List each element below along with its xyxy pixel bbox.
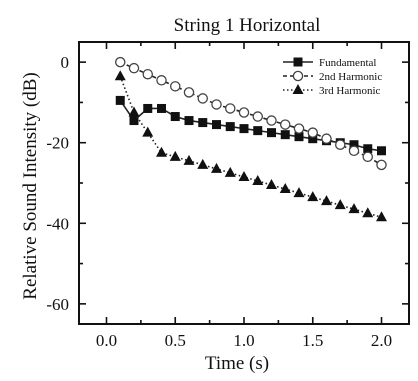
y-axis-label: Relative Sound Intensity (dB) <box>20 72 41 299</box>
data-point-3rd-harmonic <box>362 207 374 218</box>
x-tick-label: 1.0 <box>233 331 254 350</box>
data-point-2nd-harmonic <box>142 68 153 80</box>
data-point-fundamental <box>294 132 304 142</box>
data-point-fundamental <box>280 130 290 140</box>
data-point-fundamental <box>157 103 166 113</box>
data-point-3rd-harmonic <box>169 150 181 161</box>
data-point-2nd-harmonic <box>279 119 291 130</box>
data-point-2nd-harmonic <box>348 145 360 157</box>
data-point-2nd-harmonic <box>197 93 208 104</box>
data-point-fundamental <box>267 128 276 138</box>
data-point-2nd-harmonic <box>211 99 222 110</box>
data-point-3rd-harmonic <box>376 211 387 222</box>
data-point-2nd-harmonic <box>376 159 387 171</box>
data-point-3rd-harmonic <box>266 179 277 190</box>
data-point-3rd-harmonic <box>114 70 126 81</box>
data-point-2nd-harmonic <box>321 133 332 144</box>
data-point-fundamental <box>184 116 194 126</box>
data-point-3rd-harmonic <box>142 126 154 137</box>
data-point-2nd-harmonic <box>238 107 250 118</box>
data-point-fundamental <box>239 124 249 134</box>
data-point-3rd-harmonic <box>293 187 305 198</box>
data-point-2nd-harmonic <box>224 103 236 114</box>
data-point-2nd-harmonic <box>293 123 305 134</box>
y-tick-label: 0 <box>61 53 70 72</box>
data-point-2nd-harmonic <box>183 87 195 98</box>
data-point-fundamental <box>253 126 263 136</box>
chart-title: String 1 Horizontal <box>174 15 321 36</box>
data-point-fundamental <box>129 116 139 126</box>
data-point-2nd-harmonic <box>128 62 140 74</box>
x-tick-label: 0.5 <box>165 331 186 350</box>
data-point-fundamental <box>308 134 318 144</box>
data-point-2nd-harmonic <box>266 115 277 126</box>
data-point-3rd-harmonic <box>128 106 140 117</box>
data-point-fundamental <box>225 122 235 132</box>
data-point-3rd-harmonic <box>197 158 209 169</box>
x-tick-label: 2.0 <box>371 331 392 350</box>
legend-label-fundamental: Fundamental <box>319 57 376 69</box>
data-point-3rd-harmonic <box>211 162 222 173</box>
data-point-2nd-harmonic <box>362 151 373 163</box>
data-point-fundamental <box>143 103 153 113</box>
data-point-3rd-harmonic <box>224 166 236 177</box>
data-point-fundamental <box>115 95 125 105</box>
legend-marker-fundamental <box>293 57 303 67</box>
legend-label-3rd-harmonic: 3rd Harmonic <box>319 85 381 97</box>
data-point-fundamental <box>198 118 208 128</box>
x-tick-label: 0.0 <box>96 331 117 350</box>
legend-label-2nd-harmonic: 2nd Harmonic <box>319 71 382 83</box>
y-tick-label: -40 <box>46 214 69 233</box>
data-point-fundamental <box>212 120 221 130</box>
data-point-3rd-harmonic <box>348 203 360 214</box>
data-point-2nd-harmonic <box>115 56 126 68</box>
data-point-2nd-harmonic <box>156 75 167 86</box>
data-point-fundamental <box>377 146 386 156</box>
data-point-3rd-harmonic <box>252 174 264 185</box>
series-line-3rd-harmonic <box>119 75 382 219</box>
y-tick-label: -60 <box>46 295 69 314</box>
data-point-3rd-harmonic <box>321 195 332 206</box>
x-tick-label: 1.5 <box>302 331 323 350</box>
data-point-3rd-harmonic <box>238 170 250 181</box>
y-tick-label: -20 <box>46 134 69 153</box>
data-point-2nd-harmonic <box>169 81 181 92</box>
legend-marker-2nd-harmonic <box>292 70 304 82</box>
data-point-3rd-harmonic <box>156 146 167 157</box>
data-point-3rd-harmonic <box>279 183 291 194</box>
data-point-2nd-harmonic <box>307 127 318 138</box>
x-axis-label: Time (s) <box>205 353 269 374</box>
data-point-fundamental <box>170 112 180 122</box>
data-point-2nd-harmonic <box>334 139 346 150</box>
data-point-3rd-harmonic <box>334 199 346 210</box>
data-point-2nd-harmonic <box>252 111 263 122</box>
data-point-fundamental <box>363 144 373 154</box>
data-point-3rd-harmonic <box>307 191 319 202</box>
data-point-3rd-harmonic <box>183 154 195 165</box>
legend-marker-3rd-harmonic <box>292 84 304 94</box>
data-point-fundamental <box>349 140 359 150</box>
